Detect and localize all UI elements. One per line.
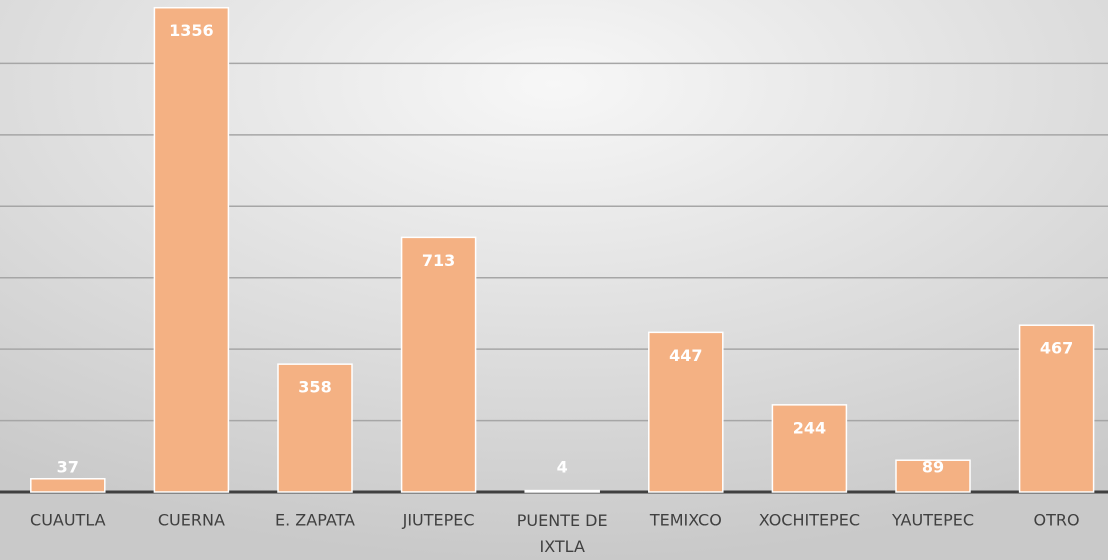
bar (524, 489, 600, 493)
data-label: 447 (669, 346, 702, 365)
bar (277, 363, 353, 493)
x-tick-label: TEMIXCO (649, 511, 722, 530)
data-label: 4 (557, 458, 568, 477)
bar (648, 331, 724, 493)
bar (1018, 324, 1095, 493)
data-label: 37 (57, 458, 79, 477)
x-tick-label: JIUTEPEC (402, 511, 475, 530)
bar (400, 236, 477, 493)
x-tick-label: XOCHITEPEC (759, 511, 860, 530)
x-tick-label: YAUTEPEC (891, 511, 974, 530)
bar (771, 404, 848, 493)
x-tick-label: E. ZAPATA (275, 511, 355, 530)
data-label: 244 (793, 418, 826, 437)
data-label: 89 (922, 458, 944, 477)
x-tick-label: OTRO (1034, 511, 1080, 530)
x-tick-label: PUENTE DE IXTLA (517, 511, 608, 556)
bar (895, 459, 971, 493)
data-label: 713 (422, 251, 455, 270)
data-label: 358 (298, 378, 331, 397)
data-label: 1356 (169, 21, 214, 40)
data-label: 467 (1040, 339, 1073, 358)
bar (153, 6, 230, 493)
x-tick-label: CUERNA (158, 511, 225, 530)
x-tick-label: CUAUTLA (30, 511, 106, 530)
bar (30, 478, 106, 493)
